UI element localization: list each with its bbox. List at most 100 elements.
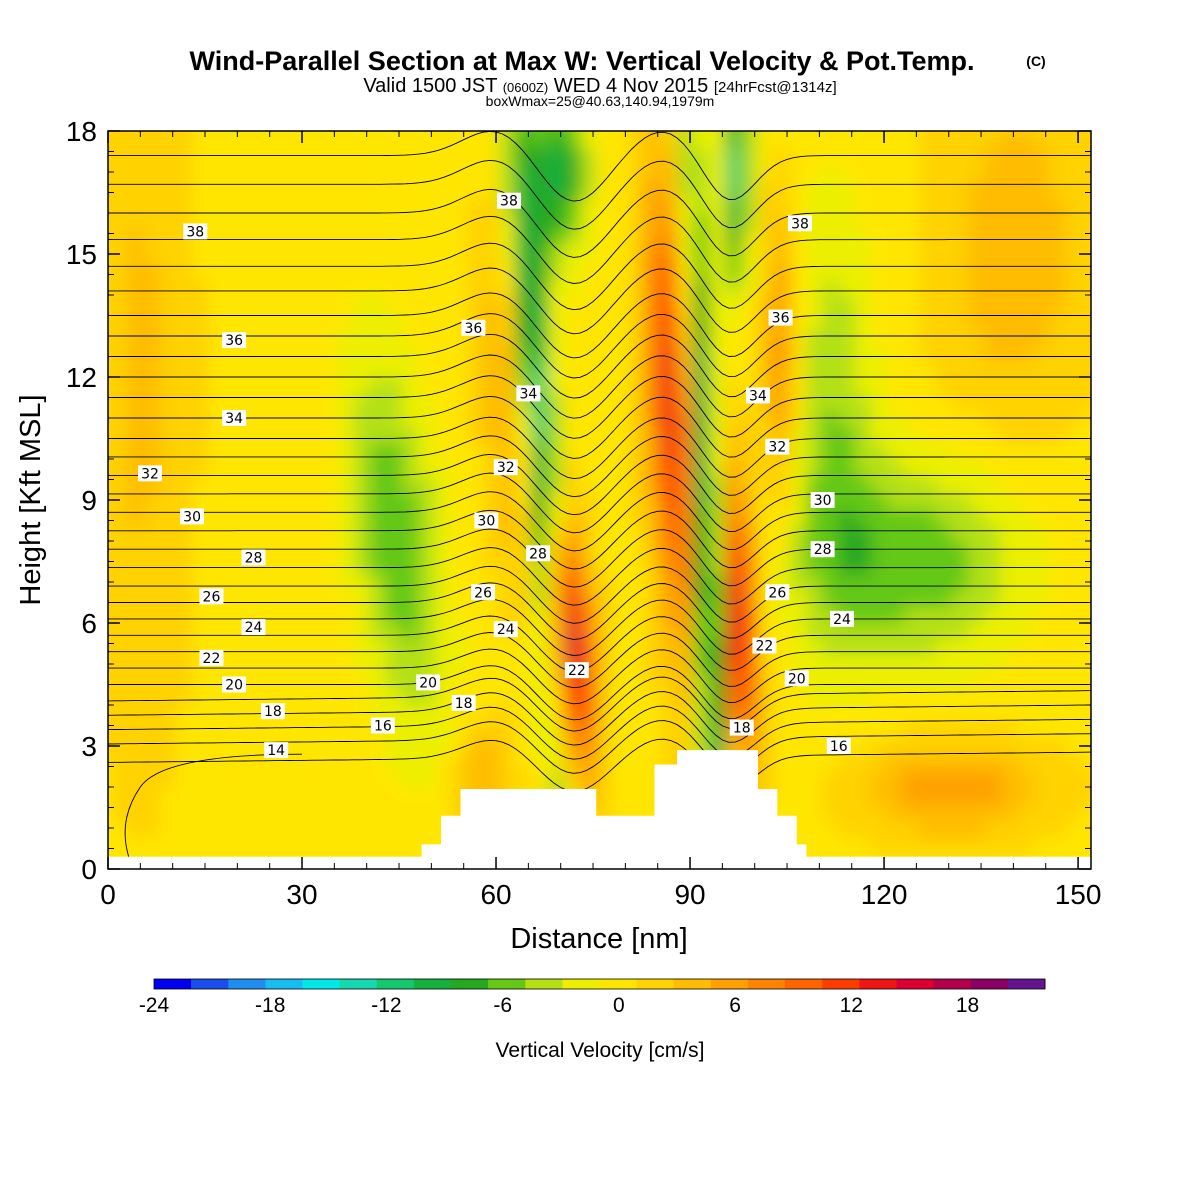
y-tick-label: 18 [66,116,97,147]
theta-contour [108,665,1091,721]
colorbar-swatch [339,979,378,989]
svg-text:24: 24 [833,612,851,628]
svg-text:30: 30 [477,514,495,530]
y-axis-label: Height [Kft MSL] [15,394,47,605]
theta-contour [108,632,1091,689]
title-mark: (C) [1026,53,1045,69]
svg-text:30: 30 [814,493,832,509]
colorbar-swatch [599,979,638,989]
colorbar-swatch [896,979,935,989]
theta-contour [108,547,1091,606]
vertical-velocity-field [108,131,1091,869]
svg-text:20: 20 [225,678,243,694]
svg-text:18: 18 [264,704,282,720]
svg-text:32: 32 [497,460,515,476]
colorbar-swatch [748,979,786,989]
theta-contour [108,615,1091,673]
svg-text:38: 38 [500,194,518,210]
theta-contour [108,528,1091,588]
contour-label: 38 [787,215,812,232]
contour-label: 24 [493,621,518,638]
contour-label: 24 [830,610,855,628]
x-tick-label: 90 [674,879,705,910]
valid-time-jst: Valid 1500 JST [363,75,497,97]
svg-text:32: 32 [141,466,159,482]
svg-text:18: 18 [733,721,751,737]
svg-text:38: 38 [186,224,204,240]
colorbar-swatch [265,979,303,989]
svg-text:22: 22 [755,639,773,655]
svg-text:38: 38 [791,216,809,232]
svg-text:28: 28 [529,546,547,562]
colorbar-swatch [413,979,452,989]
terrain [108,750,1091,869]
y-tick-label: 6 [81,608,97,639]
contour-label: 26 [471,584,496,601]
svg-text:22: 22 [203,651,221,667]
svg-text:28: 28 [245,550,263,566]
colorbar-tick-label: 0 [613,994,625,1017]
contour-label: 30 [180,508,205,525]
svg-text:34: 34 [519,386,537,402]
potential-temperature-contours [108,131,1091,857]
svg-text:22: 22 [568,663,586,679]
svg-text:34: 34 [749,388,767,404]
colorbar-swatch [970,979,1009,989]
contour-label: 18 [729,719,754,737]
contour-label: 22 [199,649,224,667]
theta-contour [108,435,1091,498]
colorbar-swatch [859,979,897,989]
valid-time-line: Valid 1500 JST (0600Z) WED 4 Nov 2015 [2… [363,75,836,97]
contour-label: 36 [461,319,486,337]
contour-label: 28 [241,549,266,566]
colorbar-swatch [710,979,749,989]
svg-text:30: 30 [183,509,201,525]
contour-label: 36 [768,309,793,327]
svg-text:36: 36 [772,311,790,327]
ground-strip [108,856,1091,869]
x-tick-label: 60 [480,879,511,910]
y-tick-label: 3 [81,731,97,762]
contour-label: 16 [370,717,395,735]
colorbar-tick-label: -6 [493,994,512,1017]
colorbar-swatch [933,979,972,989]
theta-contour [108,333,1091,399]
theta-contour [108,676,1091,732]
svg-text:20: 20 [419,675,437,691]
theta-contour [108,509,1091,570]
theta-contour [108,354,1091,419]
colorbar-tick-label: 12 [840,994,863,1017]
theta-contour [108,582,1091,640]
svg-text:36: 36 [464,321,482,337]
y-tick-label: 9 [81,485,97,516]
contour-label: 34 [222,410,247,427]
svg-text:20: 20 [788,671,806,687]
contour-label: 28 [810,541,835,558]
contour-label: 20 [222,676,247,694]
contour-label: 26 [199,588,224,605]
contour-label: 24 [241,619,266,636]
theta-contour [108,292,1091,359]
theta-contour [108,188,1091,258]
colorbar-swatch [562,979,600,989]
x-tick-label: 30 [286,879,317,910]
colorbar-swatch [451,979,489,989]
svg-text:26: 26 [768,585,786,601]
colorbar-swatch [488,979,526,989]
colorbar-swatch [228,979,266,989]
colorbar-swatch [673,979,712,989]
colorbar-swatch [1007,979,1046,989]
contour-label: 38 [183,223,208,240]
x-axis-label: Distance [nm] [510,923,687,955]
theta-contour [108,242,1091,311]
colorbar-tick-label: -18 [255,994,285,1017]
terrain-silhouette [421,750,807,869]
theta-contour [108,491,1091,552]
svg-text:26: 26 [203,589,221,605]
x-tick-label: 150 [1055,879,1102,910]
theta-contour [108,738,1091,792]
svg-text:34: 34 [225,411,243,427]
theta-contour [108,131,1091,202]
x-axis: 0 30 60 90 120 150 [100,131,1101,910]
